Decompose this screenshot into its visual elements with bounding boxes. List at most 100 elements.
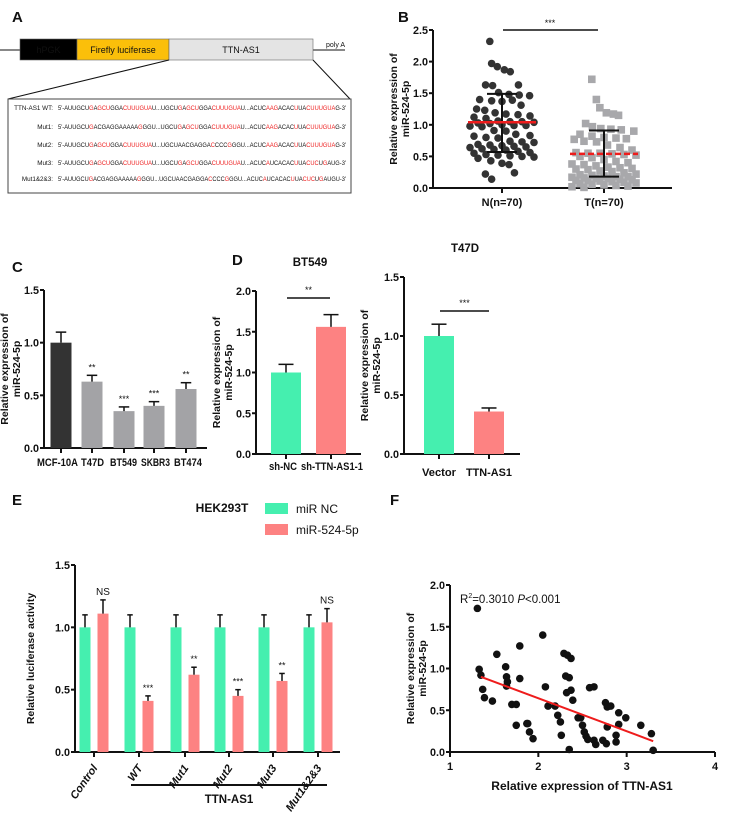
y-axis-label: Relative expression of — [388, 53, 400, 165]
data-point — [616, 163, 624, 172]
y-tick-label: 1.0 — [236, 368, 251, 380]
seed-match-segment: CUUUGUA — [306, 105, 336, 112]
sequence-segment: G-3' — [335, 142, 346, 149]
y-axis-label: miR-524-5p — [400, 81, 412, 138]
y-tick-label: 0.5 — [430, 705, 445, 717]
data-point — [576, 170, 584, 179]
data-point — [506, 67, 515, 76]
seed-match-segment: CUUUGUA — [123, 142, 153, 149]
seed-match-segment: U — [294, 160, 299, 167]
y-tick-label: 1.5 — [236, 327, 251, 339]
sequence-segment: GGU...ACUC — [232, 142, 267, 149]
sequence-segment: A — [94, 160, 99, 167]
significance-label: ** — [278, 660, 286, 670]
x-tick-label: sh-NC — [269, 461, 297, 473]
seed-match-segment: U — [294, 105, 299, 112]
data-point — [512, 721, 521, 730]
data-point — [556, 718, 565, 726]
data-point — [517, 101, 525, 110]
data-point — [567, 654, 575, 663]
poly-a-label: poly A — [326, 42, 345, 49]
panel-d1-bar-chart: 0.0 0.5 1.0 1.5 2.0 Relative expression of miR… — [211, 257, 363, 473]
y-tick-label: 1.5 — [55, 560, 70, 572]
data-point — [580, 160, 588, 169]
data-point — [473, 604, 482, 613]
sequence-segment: U...UGCU — [152, 160, 178, 167]
data-point — [592, 95, 601, 104]
data-point — [568, 160, 576, 168]
sequence-segment: U — [315, 176, 320, 183]
data-point — [501, 663, 510, 671]
chart-title: T47D — [451, 243, 479, 255]
data-point — [568, 173, 576, 182]
sequence-segment: U...UGCUAACGAGGA — [152, 142, 211, 149]
x-tick-label: 4 — [712, 761, 719, 773]
panel-b-scatter: 0.0 0.5 1.0 1.5 2.0 2.5 Relative expression of… — [388, 18, 672, 209]
x-tick-label: Mut2 — [211, 763, 236, 791]
panel-d2-bar-chart: 0.0 0.5 1.0 1.5 Relative expression of miR-52… — [359, 243, 520, 479]
data-point — [518, 152, 526, 161]
sequence-segment: G-3' — [335, 105, 346, 112]
y-tick-label: 2.0 — [236, 286, 251, 298]
y-tick-label: 0.5 — [55, 685, 70, 697]
data-point — [510, 169, 519, 177]
panel-label-c: C — [12, 259, 23, 276]
data-point — [526, 112, 534, 120]
data-point — [576, 130, 584, 139]
data-point — [630, 127, 638, 135]
data-point — [622, 134, 631, 143]
panel-label-f: F — [390, 492, 399, 509]
seed-match-segment: CUC — [306, 160, 319, 167]
sequence-segment: GGA — [110, 160, 123, 167]
y-axis-label: Relative luciferase activity — [25, 593, 37, 724]
y-tick-label: 1.5 — [413, 88, 428, 100]
legend-swatch — [265, 503, 288, 514]
x-tick-label: N(n=70) — [482, 197, 523, 209]
data-point — [632, 179, 640, 187]
data-point — [584, 735, 592, 744]
x-tick-label: T(n=70) — [584, 197, 624, 209]
data-point — [515, 91, 524, 99]
seed-match-segment: A — [263, 176, 268, 183]
seed-match-segment: G — [178, 124, 183, 131]
data-point — [472, 105, 481, 113]
seed-match-segment: CUUUGUA — [306, 142, 336, 149]
data-point — [604, 174, 612, 183]
significance-label: NS — [320, 596, 334, 607]
x-tick-label: BT549 — [110, 457, 137, 469]
sequence-segment: U — [319, 160, 324, 167]
seed-match-segment: U — [294, 124, 299, 131]
bar-mir-nc — [124, 627, 136, 752]
panel-label-a: A — [12, 9, 23, 26]
sequence-segment: U...ACUC — [241, 160, 267, 167]
data-point — [568, 696, 577, 705]
data-point — [612, 738, 620, 746]
panel-label-e: E — [12, 492, 22, 509]
y-axis-label: Relative expression of — [211, 316, 223, 428]
data-point — [486, 37, 494, 46]
data-point — [580, 174, 588, 182]
sequence-segment: GGA — [199, 105, 212, 112]
x-tick-label: MCF-10A — [37, 457, 78, 469]
data-point — [538, 631, 547, 639]
bar-mir-524-5p — [142, 700, 154, 752]
sequence-segment: GGU...ACUC — [229, 176, 263, 183]
seed-match-segment: GCU — [97, 105, 110, 112]
data-point — [584, 176, 592, 185]
panel-label-d: D — [232, 252, 243, 269]
data-point — [498, 159, 506, 168]
data-point — [508, 96, 517, 104]
sequence-label: Mut2: — [37, 142, 53, 149]
data-point — [596, 177, 604, 185]
zoom-line — [312, 59, 351, 100]
significance-label: ** — [182, 370, 190, 380]
sequence-segment: 5'-AUUGCU — [58, 105, 90, 112]
bar — [474, 411, 504, 454]
data-point — [590, 683, 598, 691]
x-tick-label: 2 — [535, 761, 541, 773]
data-point — [624, 182, 632, 190]
sequence-segment: A — [94, 142, 99, 149]
data-point — [487, 157, 495, 165]
data-point — [494, 134, 502, 142]
